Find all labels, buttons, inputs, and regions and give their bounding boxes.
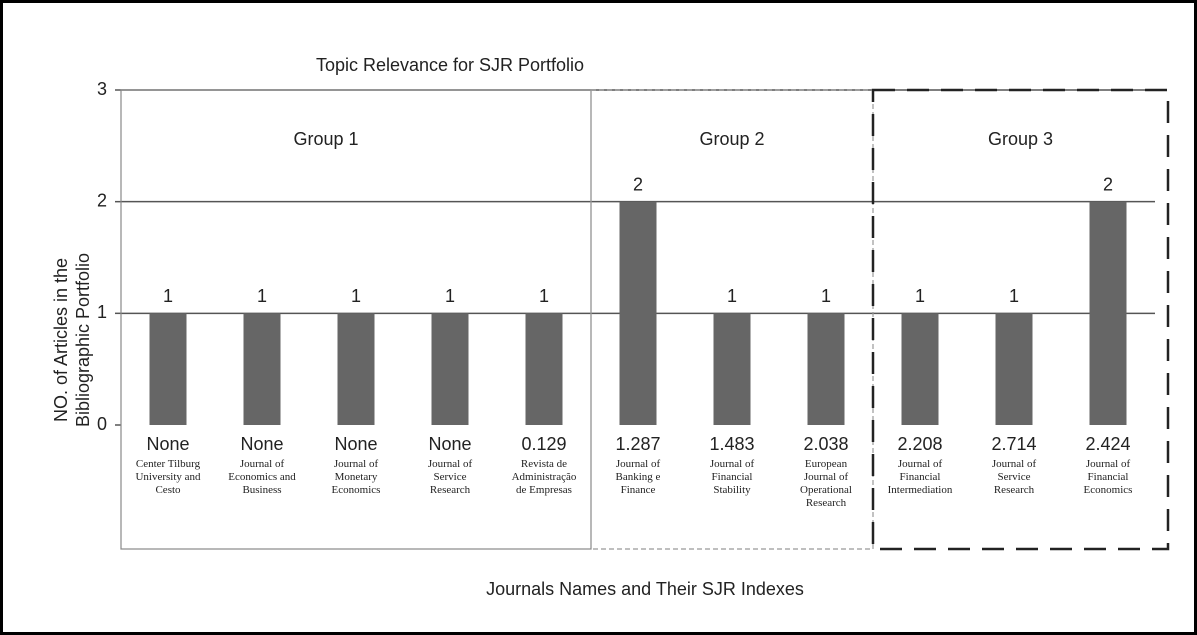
data-label: 1 bbox=[727, 286, 737, 306]
data-label: 2 bbox=[633, 174, 643, 194]
journal-name: Journal of Financial Stability bbox=[709, 458, 755, 496]
group-box bbox=[871, 88, 1170, 551]
x-tick-label: Center Tilburg University and Cesto bbox=[135, 458, 201, 496]
data-label: 1 bbox=[163, 286, 173, 306]
bar bbox=[149, 313, 187, 425]
bar bbox=[995, 313, 1033, 425]
bar bbox=[807, 313, 845, 425]
data-label: 1 bbox=[445, 286, 455, 306]
x-tick-label: Journal of Service Research bbox=[427, 458, 473, 496]
x-tick-label: European Journal of Operational Research bbox=[800, 458, 852, 509]
bar bbox=[243, 313, 281, 425]
journal-name: Revista de Administração de Empresas bbox=[511, 458, 577, 496]
x-tick-label: Revista de Administração de Empresas bbox=[511, 458, 577, 496]
x-tick-label: Journal of Financial Stability bbox=[709, 458, 755, 496]
data-label: 1 bbox=[821, 286, 831, 306]
data-label: 2 bbox=[1103, 174, 1113, 194]
x-tick-label: Journal of Financial Intermediation bbox=[887, 458, 953, 496]
sjr-index: 2.424 bbox=[1085, 434, 1130, 454]
y-tick-label: 2 bbox=[97, 190, 107, 210]
bar bbox=[525, 313, 563, 425]
journal-name: Journal of Service Research bbox=[427, 458, 473, 496]
data-label: 1 bbox=[915, 286, 925, 306]
y-axis-label: Bibliographic Portfolio bbox=[73, 253, 93, 427]
data-label: 1 bbox=[257, 286, 267, 306]
sjr-index: 0.129 bbox=[521, 434, 566, 454]
group-label: Group 2 bbox=[699, 129, 764, 149]
x-tick-label: Journal of Economics and Business bbox=[228, 458, 296, 496]
x-tick-label: Journal of Financial Economics bbox=[1083, 458, 1133, 496]
group-box bbox=[590, 89, 874, 550]
y-axis-label: NO. of Articles in the bbox=[51, 258, 71, 422]
chart-title: Topic Relevance for SJR Portfolio bbox=[316, 55, 584, 75]
data-label: 1 bbox=[539, 286, 549, 306]
y-tick-label: 1 bbox=[97, 302, 107, 322]
journal-name: Journal of Financial Intermediation bbox=[887, 458, 953, 496]
sjr-index: 2.714 bbox=[991, 434, 1036, 454]
sjr-index: None bbox=[428, 434, 471, 454]
group-label: Group 1 bbox=[293, 129, 358, 149]
bar bbox=[1089, 201, 1127, 425]
journal-name: European Journal of Operational Research bbox=[800, 458, 852, 509]
journal-name: Journal of Financial Economics bbox=[1083, 458, 1133, 496]
sjr-index: 1.483 bbox=[709, 434, 754, 454]
journal-name: Journal of Service Research bbox=[991, 458, 1037, 496]
y-tick-label: 0 bbox=[97, 414, 107, 434]
x-tick-label: Journal of Banking e Finance bbox=[615, 458, 661, 496]
journal-name: Journal of Economics and Business bbox=[228, 458, 296, 496]
sjr-index: 2.208 bbox=[897, 434, 942, 454]
y-tick-label: 3 bbox=[97, 79, 107, 99]
sjr-index: None bbox=[334, 434, 377, 454]
bar bbox=[713, 313, 751, 425]
data-label: 1 bbox=[351, 286, 361, 306]
sjr-index: None bbox=[240, 434, 283, 454]
bar bbox=[431, 313, 469, 425]
x-tick-label: Journal of Service Research bbox=[991, 458, 1037, 496]
journal-name: Journal of Monetary Economics bbox=[331, 458, 381, 496]
x-tick-label: Journal of Monetary Economics bbox=[331, 458, 381, 496]
sjr-index: 2.038 bbox=[803, 434, 848, 454]
sjr-index: None bbox=[146, 434, 189, 454]
data-label: 1 bbox=[1009, 286, 1019, 306]
journal-name: Center Tilburg University and Cesto bbox=[135, 458, 201, 496]
journal-name: Journal of Banking e Finance bbox=[615, 458, 661, 496]
sjr-index: 1.287 bbox=[615, 434, 660, 454]
bar bbox=[619, 201, 657, 425]
bar bbox=[901, 313, 939, 425]
bar bbox=[337, 313, 375, 425]
x-axis-label: Journals Names and Their SJR Indexes bbox=[486, 579, 804, 599]
group-label: Group 3 bbox=[988, 129, 1053, 149]
